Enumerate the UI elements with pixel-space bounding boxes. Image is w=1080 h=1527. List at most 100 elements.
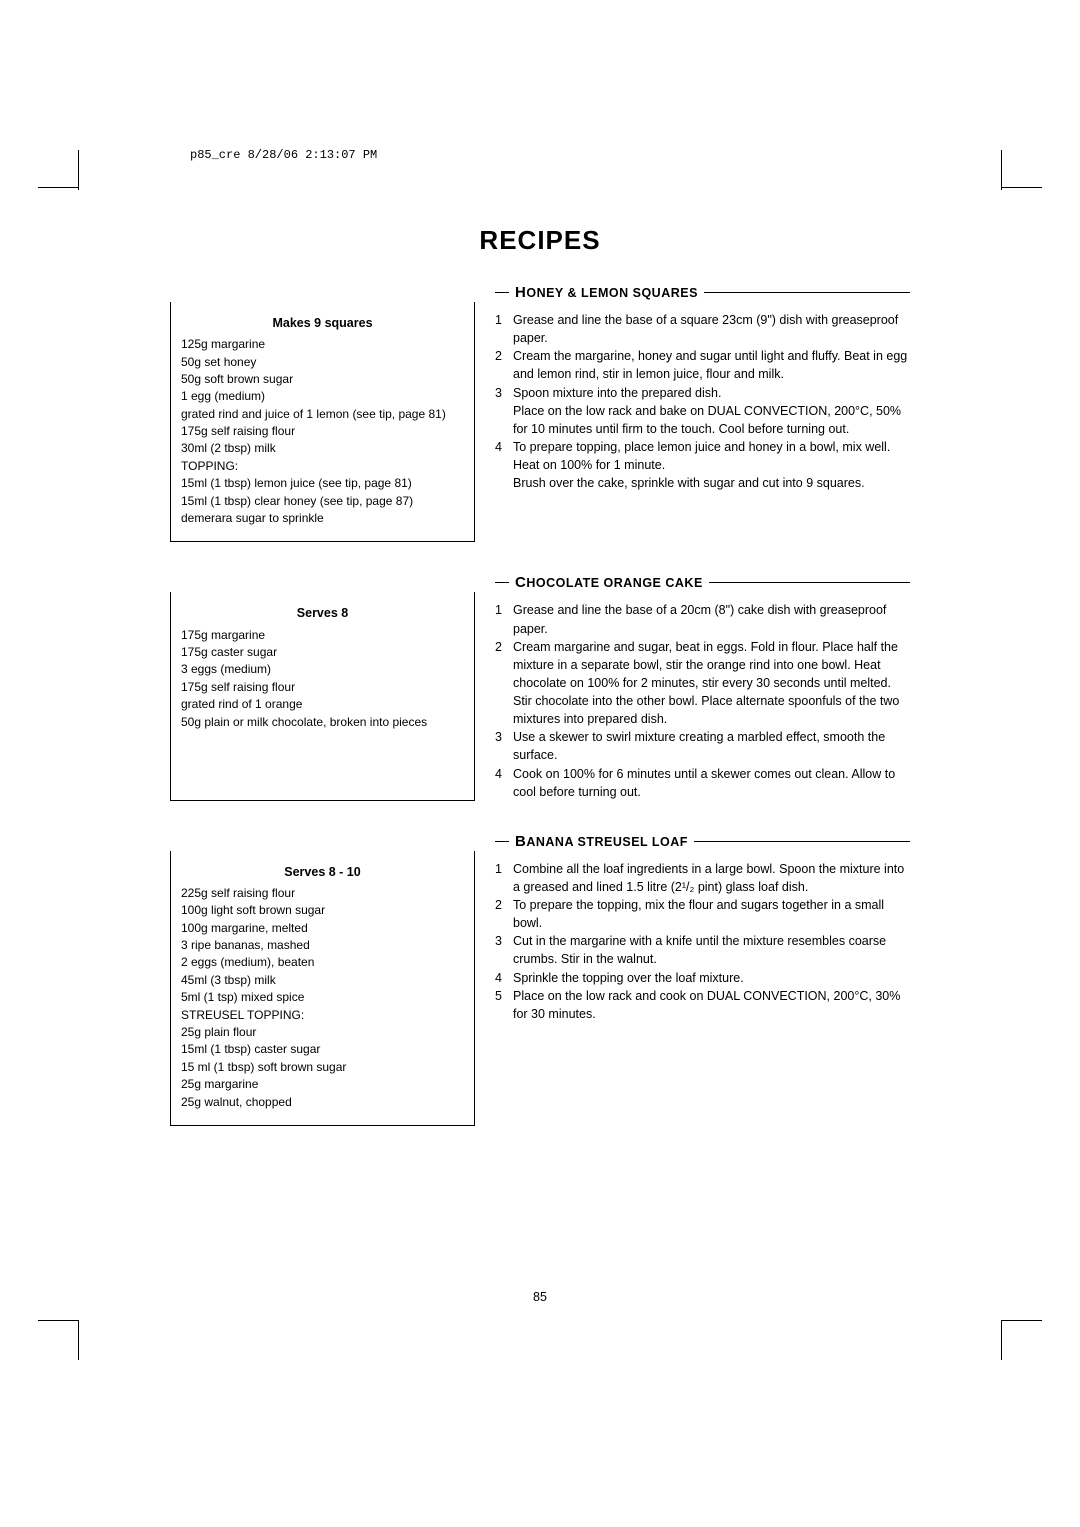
recipe-title-row: CHOCOLATE ORANGE CAKE	[495, 574, 910, 591]
ingredients-box: Serves 8 175g margarine 175g caster suga…	[170, 592, 475, 800]
step-number: 3	[495, 728, 513, 764]
ingredient-line: 100g light soft brown sugar	[181, 902, 464, 919]
recipe-chocolate-orange-cake: Serves 8 175g margarine 175g caster suga…	[170, 574, 910, 800]
ingredient-line: 30ml (2 tbsp) milk	[181, 440, 464, 457]
step-number: 5	[495, 987, 513, 1023]
ingredient-line: 3 eggs (medium)	[181, 661, 464, 678]
step-text: Combine all the loaf ingredients in a la…	[513, 860, 910, 896]
step-text: Cream margarine and sugar, beat in eggs.…	[513, 638, 910, 729]
step-text: Grease and line the base of a square 23c…	[513, 311, 910, 347]
step: 4To prepare topping, place lemon juice a…	[495, 438, 910, 492]
crop-mark	[1001, 1320, 1002, 1360]
crop-mark	[38, 187, 78, 188]
step: 2Cream the margarine, honey and sugar un…	[495, 347, 910, 383]
ingredient-line: demerara sugar to sprinkle	[181, 510, 464, 527]
step-text: Grease and line the base of a 20cm (8") …	[513, 601, 910, 637]
title-rule	[495, 292, 509, 293]
step-number: 2	[495, 638, 513, 729]
crop-mark	[38, 1320, 78, 1321]
step-text: Cut in the margarine with a knife until …	[513, 932, 910, 968]
step-text: Spoon mixture into the prepared dish. Pl…	[513, 384, 910, 438]
ingredient-line: 175g margarine	[181, 627, 464, 644]
step-text: Use a skewer to swirl mixture creating a…	[513, 728, 910, 764]
page-content: RECIPES Makes 9 squares 125g margarine 5…	[170, 225, 910, 1158]
instructions: BANANA STREUSEL LOAF 1Combine all the lo…	[495, 833, 910, 1126]
instructions: CHOCOLATE ORANGE CAKE 1Grease and line t…	[495, 574, 910, 800]
ingredient-line: 2 eggs (medium), beaten	[181, 954, 464, 971]
steps-list: 1Grease and line the base of a 20cm (8")…	[495, 601, 910, 800]
crop-mark	[1002, 1320, 1042, 1321]
recipe-title: BANANA STREUSEL LOAF	[509, 833, 694, 850]
ingredients-box: Serves 8 - 10 225g self raising flour 10…	[170, 851, 475, 1126]
step-text: To prepare the topping, mix the flour an…	[513, 896, 910, 932]
step-number: 4	[495, 438, 513, 492]
recipe-honey-lemon-squares: Makes 9 squares 125g margarine 50g set h…	[170, 284, 910, 542]
step-number: 1	[495, 601, 513, 637]
recipe-banana-streusel-loaf: Serves 8 - 10 225g self raising flour 10…	[170, 833, 910, 1126]
ingredient-line: 5ml (1 tsp) mixed spice	[181, 989, 464, 1006]
step: 4Sprinkle the topping over the loaf mixt…	[495, 969, 910, 987]
step-number: 1	[495, 860, 513, 896]
ingredients-box: Makes 9 squares 125g margarine 50g set h…	[170, 302, 475, 542]
ingredient-line: 15ml (1 tbsp) lemon juice (see tip, page…	[181, 475, 464, 492]
ingredient-line: 25g plain flour	[181, 1024, 464, 1041]
ingredient-line: 100g margarine, melted	[181, 920, 464, 937]
ingredient-line: 175g self raising flour	[181, 679, 464, 696]
recipe-title-row: BANANA STREUSEL LOAF	[495, 833, 910, 850]
ingredient-line: 175g self raising flour	[181, 423, 464, 440]
recipe-title-row: HONEY & LEMON SQUARES	[495, 284, 910, 301]
step-text: Sprinkle the topping over the loaf mixtu…	[513, 969, 910, 987]
crop-mark	[1002, 187, 1042, 188]
crop-mark	[78, 1320, 79, 1360]
ingredient-line: 1 egg (medium)	[181, 388, 464, 405]
title-rule	[495, 841, 509, 842]
step: 4Cook on 100% for 6 minutes until a skew…	[495, 765, 910, 801]
step-text: Cream the margarine, honey and sugar unt…	[513, 347, 910, 383]
title-rule	[704, 292, 910, 293]
step: 2To prepare the topping, mix the flour a…	[495, 896, 910, 932]
ingredient-line: 175g caster sugar	[181, 644, 464, 661]
step-number: 3	[495, 932, 513, 968]
steps-list: 1Combine all the loaf ingredients in a l…	[495, 860, 910, 1023]
ingredient-line: 45ml (3 tbsp) milk	[181, 972, 464, 989]
step-number: 2	[495, 896, 513, 932]
title-rule	[709, 582, 910, 583]
file-meta-header: p85_cre 8/28/06 2:13:07 PM	[190, 148, 377, 162]
steps-list: 1Grease and line the base of a square 23…	[495, 311, 910, 492]
title-rule	[694, 841, 910, 842]
ingredient-line: 15ml (1 tbsp) clear honey (see tip, page…	[181, 493, 464, 510]
step-number: 1	[495, 311, 513, 347]
step: 5Place on the low rack and cook on DUAL …	[495, 987, 910, 1023]
ingredient-line: 50g plain or milk chocolate, broken into…	[181, 714, 464, 731]
ingredient-line: 50g set honey	[181, 354, 464, 371]
step-text: To prepare topping, place lemon juice an…	[513, 438, 910, 492]
ingredient-line: STREUSEL TOPPING:	[181, 1007, 464, 1024]
recipe-title: CHOCOLATE ORANGE CAKE	[509, 574, 709, 591]
step-number: 2	[495, 347, 513, 383]
ingredient-line: 25g walnut, chopped	[181, 1094, 464, 1111]
ingredient-line: 25g margarine	[181, 1076, 464, 1093]
instructions: HONEY & LEMON SQUARES 1Grease and line t…	[495, 284, 910, 542]
step-number: 4	[495, 765, 513, 801]
step-number: 3	[495, 384, 513, 438]
step-number: 4	[495, 969, 513, 987]
ingredient-line: grated rind and juice of 1 lemon (see ti…	[181, 406, 464, 423]
step: 3Spoon mixture into the prepared dish. P…	[495, 384, 910, 438]
step: 1Combine all the loaf ingredients in a l…	[495, 860, 910, 896]
crop-mark	[1001, 150, 1002, 190]
serves-label: Serves 8 - 10	[181, 863, 464, 881]
ingredient-line: 50g soft brown sugar	[181, 371, 464, 388]
serves-label: Makes 9 squares	[181, 314, 464, 332]
page-number: 85	[0, 1290, 1080, 1304]
step: 1Grease and line the base of a 20cm (8")…	[495, 601, 910, 637]
step-text: Place on the low rack and cook on DUAL C…	[513, 987, 910, 1023]
ingredient-line: 125g margarine	[181, 336, 464, 353]
recipe-title: HONEY & LEMON SQUARES	[509, 284, 704, 301]
ingredient-line: 225g self raising flour	[181, 885, 464, 902]
ingredient-line: 3 ripe bananas, mashed	[181, 937, 464, 954]
ingredient-line: TOPPING:	[181, 458, 464, 475]
crop-mark	[78, 150, 79, 190]
step: 3Cut in the margarine with a knife until…	[495, 932, 910, 968]
serves-label: Serves 8	[181, 604, 464, 622]
ingredient-line: 15 ml (1 tbsp) soft brown sugar	[181, 1059, 464, 1076]
